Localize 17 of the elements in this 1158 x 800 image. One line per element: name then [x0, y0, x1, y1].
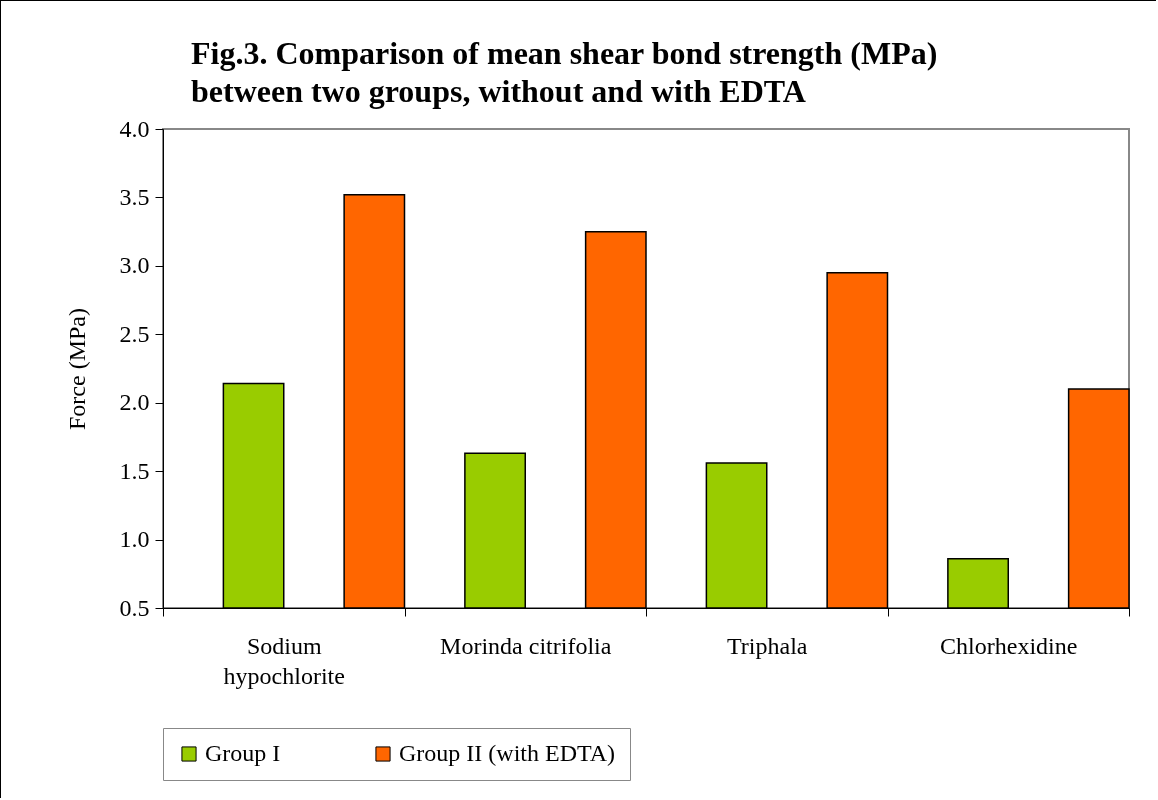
- x-tick-label: Triphala: [727, 632, 808, 659]
- y-tick-label: 3.0: [119, 252, 150, 279]
- y-tick-label: 2.0: [119, 389, 150, 416]
- x-tick-label: Morinda citrifolia: [440, 632, 612, 659]
- y-tick-label: 1.5: [119, 457, 150, 484]
- text: between two groups, without and with EDTA: [191, 73, 806, 109]
- y-tick-label: 4.0: [119, 115, 150, 142]
- legend-label: Group II (with EDTA): [399, 740, 616, 766]
- y-tick-label: 2.5: [119, 320, 150, 347]
- x-tick-label: Chlorhexidine: [940, 632, 1078, 659]
- text: Fig.3. Comparison of mean shear bond strength (MPa): [191, 35, 938, 71]
- y-tick-label: 3.5: [119, 183, 150, 210]
- y-tick-label: 1.0: [119, 526, 150, 553]
- legend-label: Group I: [205, 740, 281, 766]
- y-tick-label: 0.5: [119, 594, 150, 621]
- x-tick-label: Sodium hypochlorite: [223, 632, 345, 689]
- y-axis-title: Force (MPa): [63, 308, 90, 430]
